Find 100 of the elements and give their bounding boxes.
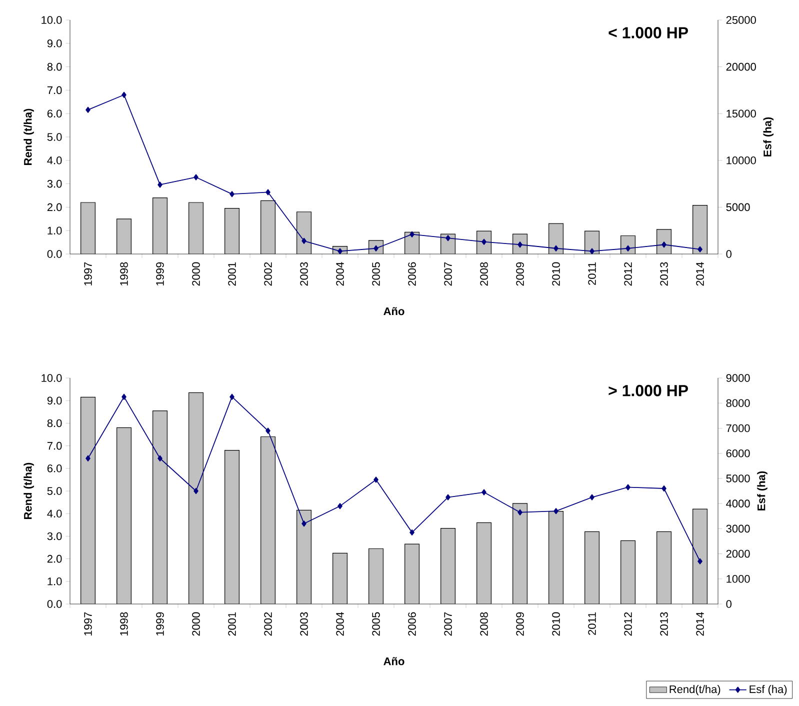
point bbox=[122, 394, 126, 400]
y-tick-label: 9.0 bbox=[47, 40, 62, 48]
bar bbox=[152, 410, 168, 604]
point bbox=[122, 92, 126, 98]
bar bbox=[296, 212, 312, 254]
bar bbox=[152, 198, 168, 254]
point bbox=[86, 455, 90, 462]
x-tick-label: 2006 bbox=[408, 262, 416, 286]
legend-label: Rend(t/ha) bbox=[670, 685, 720, 696]
x-tick-label: 2004 bbox=[336, 612, 344, 636]
y-tick-label: 7.0 bbox=[47, 86, 62, 94]
point bbox=[158, 455, 162, 462]
x-tick-label: 2003 bbox=[300, 612, 308, 636]
y-tick-label: 3.0 bbox=[47, 180, 62, 188]
x-tick-label: 1997 bbox=[84, 612, 92, 636]
x-tick-label: 2012 bbox=[624, 262, 632, 286]
chart-title: < 1.000 HP bbox=[608, 27, 688, 38]
x-tick-label: 2005 bbox=[372, 612, 380, 636]
x-tick-label: 2004 bbox=[336, 262, 344, 286]
y-tick-label: 6.0 bbox=[47, 464, 62, 472]
x-tick-label: 1998 bbox=[120, 262, 128, 286]
y2-tick-label: 5000 bbox=[726, 474, 750, 482]
y-tick-label: 3.0 bbox=[47, 532, 62, 540]
point bbox=[302, 520, 306, 527]
point bbox=[266, 189, 270, 196]
y2-tick-label: 0 bbox=[726, 250, 732, 258]
y-axis-title: Rend (t/ha) bbox=[24, 462, 34, 519]
point bbox=[302, 238, 306, 244]
x-tick-label: 2006 bbox=[408, 612, 416, 636]
bar bbox=[260, 200, 276, 254]
point bbox=[410, 231, 414, 238]
point bbox=[230, 394, 234, 400]
x-tick-label: 2007 bbox=[444, 262, 452, 286]
y2-tick-label: 5000 bbox=[726, 203, 750, 212]
point bbox=[554, 245, 558, 252]
bar bbox=[656, 229, 672, 254]
x-tick-label: 2000 bbox=[192, 262, 200, 286]
x-tick-label: 2001 bbox=[228, 262, 236, 286]
bar bbox=[188, 202, 204, 254]
x-tick-label: 2011 bbox=[588, 262, 596, 285]
y2-tick-label: 15000 bbox=[726, 110, 756, 118]
y2-tick-label: 7000 bbox=[726, 424, 750, 432]
y-tick-label: 1.0 bbox=[48, 578, 62, 586]
point bbox=[194, 488, 198, 494]
x-tick-label: 2005 bbox=[372, 262, 380, 286]
x-tick-label: 2001 bbox=[228, 612, 236, 636]
y2-tick-label: 10000 bbox=[726, 156, 756, 164]
point bbox=[698, 558, 702, 564]
x-tick-label: 2008 bbox=[480, 262, 488, 286]
y2-tick-label: 8000 bbox=[726, 399, 750, 408]
y2-tick-label: 9000 bbox=[726, 374, 750, 382]
bar bbox=[476, 522, 492, 604]
point bbox=[86, 106, 90, 113]
x-axis-title: Año bbox=[384, 657, 404, 666]
y-tick-label: 2.0 bbox=[47, 554, 62, 563]
bar bbox=[512, 503, 528, 604]
bar bbox=[116, 218, 132, 254]
x-tick-label: 2000 bbox=[192, 612, 200, 636]
point bbox=[338, 503, 342, 510]
x-tick-label: 2013 bbox=[660, 262, 668, 286]
point bbox=[698, 246, 702, 252]
point bbox=[266, 428, 270, 434]
x-tick-label: 2011 bbox=[588, 612, 596, 635]
x-tick-label: 2009 bbox=[516, 612, 524, 636]
x-tick-label: 1997 bbox=[84, 262, 92, 286]
y2-tick-label: 6000 bbox=[726, 449, 750, 458]
point bbox=[194, 174, 198, 180]
y-tick-label: 9.0 bbox=[47, 396, 62, 404]
x-tick-label: 2002 bbox=[264, 262, 272, 286]
y-axis-title: Rend (t/ha) bbox=[24, 108, 34, 165]
x-tick-label: 2003 bbox=[300, 262, 308, 286]
point bbox=[518, 509, 522, 516]
bar bbox=[224, 450, 240, 604]
y2-tick-label: 20000 bbox=[726, 62, 756, 71]
bar bbox=[476, 231, 492, 254]
y-tick-label: 1.0 bbox=[48, 226, 62, 234]
x-tick-label: 2010 bbox=[552, 612, 560, 636]
bar bbox=[548, 224, 564, 254]
x-tick-label: 2013 bbox=[660, 612, 668, 636]
bar bbox=[80, 202, 96, 254]
bar bbox=[692, 508, 708, 604]
y2-axis-title: Esf (ha) bbox=[763, 117, 774, 156]
chart-title: > 1.000 HP bbox=[608, 384, 688, 396]
point bbox=[554, 508, 558, 514]
y-tick-label: 5.0 bbox=[47, 487, 62, 495]
y2-tick-label: 0 bbox=[726, 600, 732, 608]
bar bbox=[584, 532, 600, 604]
x-tick-label: 2008 bbox=[480, 612, 488, 636]
point bbox=[590, 248, 594, 254]
y-tick-label: 4.0 bbox=[47, 510, 62, 518]
x-tick-label: 1998 bbox=[120, 612, 128, 636]
bar bbox=[260, 436, 276, 604]
point bbox=[662, 485, 666, 492]
point bbox=[158, 182, 162, 188]
y2-tick-label: 2000 bbox=[726, 550, 750, 558]
bar bbox=[692, 205, 708, 254]
bar bbox=[404, 544, 420, 604]
x-tick-label: 2010 bbox=[552, 262, 560, 286]
y-tick-label: 6.0 bbox=[47, 110, 62, 118]
y-tick-label: 5.0 bbox=[47, 133, 62, 141]
